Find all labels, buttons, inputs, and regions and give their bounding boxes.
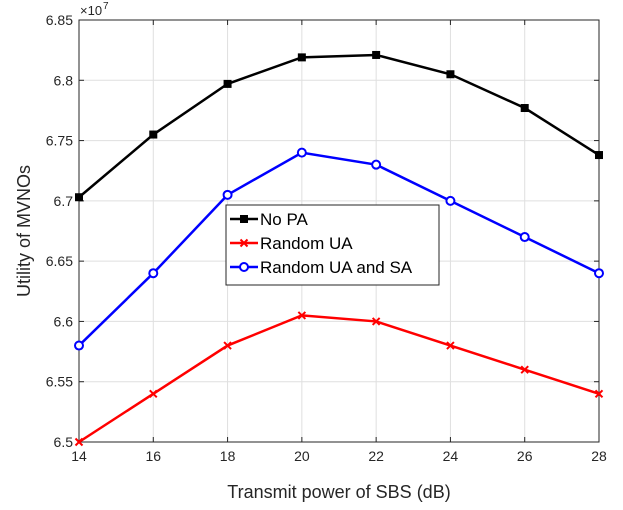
x-marker (371, 317, 381, 326)
legend-label: Random UA and SA (260, 258, 413, 277)
x-marker (594, 389, 604, 398)
y-tick-label: 6.5 (54, 434, 74, 450)
x-marker-stroke (239, 238, 249, 248)
legend-label: Random UA (260, 234, 353, 253)
x-marker-stroke (223, 341, 232, 350)
legend-entry: Random UA (230, 234, 353, 253)
series-line (78, 314, 600, 444)
y-tick-label: 6.55 (46, 374, 73, 390)
x-tick-label: 26 (517, 448, 533, 464)
legend: No PA Random UA Random UA and SA (225, 204, 440, 286)
y-tick-label: 6.85 (46, 12, 73, 28)
x-marker-stroke (594, 389, 604, 398)
circle-marker (74, 340, 84, 351)
x-tick-label: 14 (71, 448, 87, 464)
square-marker (149, 130, 158, 139)
series-0 (75, 50, 603, 202)
square-marker (240, 215, 248, 223)
x-marker-stroke (446, 341, 455, 350)
square-marker (223, 79, 232, 88)
square-marker (297, 53, 306, 62)
x-marker-stroke (149, 389, 158, 398)
square-marker (446, 70, 455, 79)
y-tick-label: 6.75 (46, 133, 73, 149)
circle-marker (148, 268, 159, 279)
x-tick-label: 28 (591, 448, 607, 464)
circle-marker (519, 232, 530, 243)
x-marker (223, 341, 232, 350)
y-tick-label: 6.65 (46, 253, 73, 269)
circle-marker (445, 195, 456, 206)
square-marker (595, 151, 603, 160)
x-tick-label: 24 (443, 448, 459, 464)
series-group (74, 50, 604, 447)
x-marker-stroke (520, 365, 529, 374)
x-tick-label: 22 (368, 448, 384, 464)
y-tick-label: 6.8 (54, 72, 74, 88)
y-exponent-base: ×10 (80, 3, 102, 18)
square-marker (75, 193, 83, 202)
axis-ticks: 14 16 18 20 22 24 26 28 6.5 6.55 6.6 6.65 6.7 6.75 6.8… (46, 12, 607, 464)
series-1 (74, 311, 604, 447)
series-line (78, 151, 600, 347)
legend-label: No PA (260, 210, 309, 229)
legend-entry: Random UA and SA (230, 258, 413, 277)
x-axis-label: Transmit power of SBS (dB) (227, 482, 450, 502)
x-marker (446, 341, 455, 350)
x-marker (520, 365, 529, 374)
series-line (78, 53, 600, 199)
y-axis-label: Utility of MVNOs (14, 165, 34, 297)
y-tick-label: 6.6 (54, 313, 74, 329)
x-tick-label: 18 (220, 448, 236, 464)
square-marker (520, 104, 529, 113)
x-marker-stroke (371, 317, 381, 326)
y-exponent-power: 7 (103, 1, 109, 12)
plot-frame (78, 19, 600, 443)
circle-marker (296, 147, 307, 158)
x-tick-label: 20 (294, 448, 310, 464)
x-marker (149, 389, 158, 398)
x-marker (239, 238, 249, 248)
x-marker (297, 311, 307, 320)
circle-marker (222, 189, 233, 200)
x-marker (74, 437, 84, 447)
circle-marker (371, 159, 382, 170)
x-tick-label: 16 (145, 448, 161, 464)
circle-marker (594, 268, 604, 279)
x-marker-stroke (74, 437, 84, 447)
x-marker-stroke (297, 311, 307, 320)
legend-box (225, 204, 440, 286)
square-marker (372, 50, 381, 59)
legend-entry: No PA (230, 210, 309, 229)
series-2 (74, 147, 604, 351)
y-tick-label: 6.7 (54, 193, 74, 209)
circle-marker (239, 262, 249, 272)
